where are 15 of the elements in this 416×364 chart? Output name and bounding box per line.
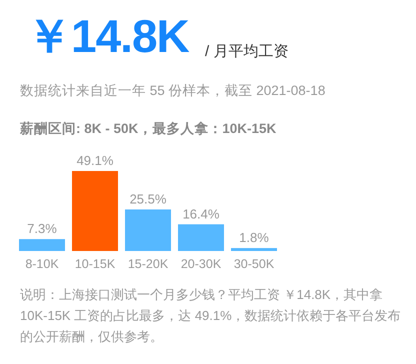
data-label: 1.8% — [239, 230, 270, 246]
data-label: 16.4% — [182, 206, 220, 222]
x-tick-label: 15-20K — [128, 257, 169, 271]
subtitle: / 月平均工资 — [205, 42, 288, 62]
title: ￥14.8K — [26, 9, 189, 64]
annotation: 说明：上海接口测试一个月多少钱？平均工资 ￥14.8K，其中拿 10K-15K 工资的占比最多，达 49.1%，数据统计依赖于各平台发布的公开薪酬，仅供参考。 — [20, 286, 402, 346]
x-tick-label: 30-50K — [234, 257, 275, 271]
data-label: 49.1% — [76, 153, 114, 168]
annotation: 薪酬区间: 8K - 50K，最多人拿：10K-15K — [20, 120, 276, 138]
x-tick-label: 10-15K — [74, 257, 116, 271]
data-label: 25.5% — [130, 191, 167, 206]
x-tick-label: 20-30K — [180, 257, 222, 271]
annotation: 数据统计来自近一年 55 份样本，截至 2021-08-18 — [20, 82, 326, 100]
data-label: 7.3% — [27, 221, 58, 236]
x-tick-label: 8-10K — [25, 257, 60, 271]
